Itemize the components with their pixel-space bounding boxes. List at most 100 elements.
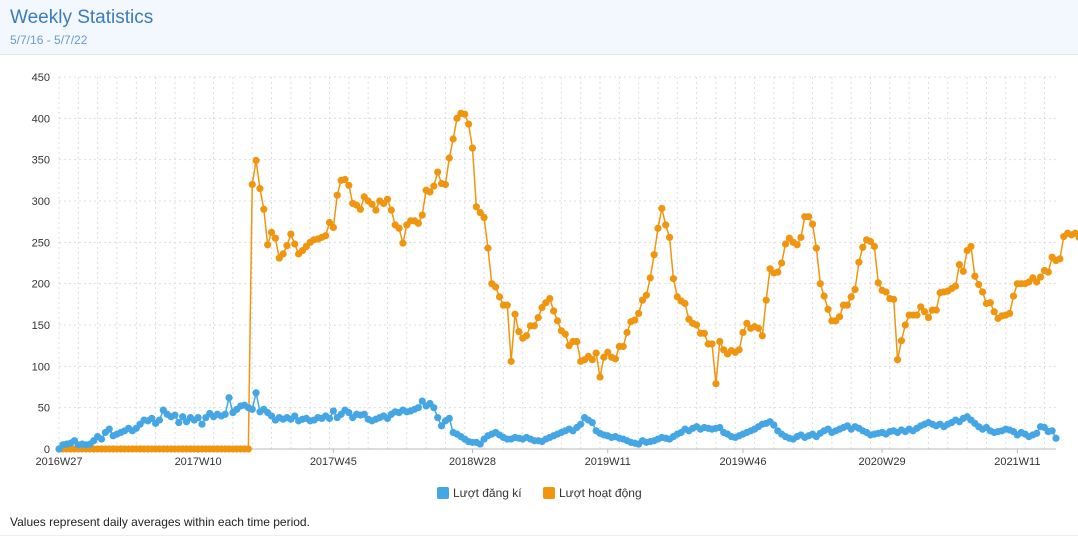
data-point: [758, 332, 766, 340]
data-point: [712, 380, 720, 388]
legend-label-activity: Lượt hoạt động: [559, 486, 642, 500]
data-point: [221, 410, 229, 418]
data-point: [515, 328, 523, 336]
footnote: Values represent daily averages within e…: [10, 515, 310, 529]
data-point: [399, 239, 407, 247]
y-tick-label: 100: [32, 361, 50, 373]
data-point: [619, 342, 627, 351]
data-point: [492, 283, 500, 291]
data-point: [638, 296, 647, 304]
data-point: [816, 280, 824, 288]
data-point: [635, 309, 643, 318]
data-point: [225, 394, 233, 402]
data-point: [847, 293, 855, 301]
data-point: [553, 317, 562, 325]
data-point: [530, 322, 538, 330]
data-point: [843, 301, 851, 309]
data-point: [441, 180, 450, 189]
data-point: [588, 356, 596, 364]
data-point: [329, 223, 337, 232]
data-point: [414, 404, 422, 412]
data-point: [105, 425, 113, 433]
data-point: [341, 175, 349, 184]
data-point: [1044, 268, 1052, 276]
data-point: [716, 337, 724, 346]
data-point: [577, 420, 585, 428]
y-tick-label: 150: [32, 320, 50, 332]
date-range: 5/7/16 - 5/7/22: [10, 33, 88, 47]
data-point: [495, 293, 504, 301]
data-point: [592, 349, 600, 357]
data-point: [588, 418, 596, 427]
data-point: [735, 346, 743, 354]
data-point: [97, 435, 106, 443]
data-point: [522, 332, 531, 340]
data-point: [561, 330, 569, 338]
data-point: [175, 418, 183, 427]
data-point: [395, 224, 403, 232]
data-point: [700, 329, 708, 337]
data-point: [924, 313, 933, 322]
data-point: [1033, 429, 1041, 437]
divider: [0, 535, 1078, 536]
weekly-statistics-chart: 0 50 100 150 200 250 300 350 400 450 2016W27 2017W1…: [32, 72, 1078, 500]
data-point: [252, 156, 260, 165]
y-tick-label: 0: [44, 444, 50, 456]
data-point: [472, 203, 480, 211]
x-tick-label: 2021W11: [994, 456, 1040, 468]
data-point: [267, 228, 276, 237]
data-point: [770, 421, 778, 429]
data-point: [870, 242, 878, 251]
data-point: [461, 110, 469, 118]
y-tick-label: 450: [32, 72, 50, 84]
data-point: [194, 413, 202, 422]
x-tick-label: 2020W29: [859, 456, 906, 468]
x-tick-label: 2017W10: [175, 456, 222, 468]
data-point: [990, 308, 998, 316]
data-point: [465, 120, 473, 128]
data-point: [445, 414, 453, 423]
data-point: [859, 243, 867, 251]
data-point: [291, 412, 299, 420]
data-point: [893, 356, 902, 364]
data-point: [372, 206, 380, 214]
data-point: [418, 397, 426, 405]
data-point: [951, 282, 960, 290]
data-point: [260, 205, 268, 213]
data-point: [256, 185, 264, 193]
data-point: [453, 114, 461, 122]
data-point: [198, 420, 206, 428]
data-point: [797, 233, 805, 241]
data-point: [387, 206, 395, 214]
y-tick-label: 350: [32, 155, 50, 167]
y-tick-label: 50: [38, 403, 50, 415]
data-point: [1048, 427, 1056, 435]
data-point: [743, 319, 751, 327]
x-tick-label: 2019W11: [585, 456, 631, 468]
data-point: [430, 182, 438, 190]
data-point: [329, 407, 337, 415]
data-point: [820, 292, 828, 300]
data-point: [897, 337, 906, 345]
data-point: [650, 251, 658, 259]
data-point: [978, 288, 987, 296]
data-point: [511, 310, 519, 318]
data-point: [600, 353, 608, 361]
data-point: [955, 261, 963, 269]
data-point: [550, 307, 558, 315]
data-point: [546, 294, 554, 303]
x-tick-label: 2017W45: [310, 456, 357, 468]
data-point: [155, 416, 164, 424]
data-point: [631, 316, 639, 324]
data-point: [890, 295, 898, 303]
data-point: [611, 355, 620, 363]
data-point: [345, 409, 353, 417]
data-point: [654, 224, 662, 232]
data-point: [967, 242, 975, 251]
legend-label-registrations: Lượt đăng kí: [453, 486, 522, 500]
data-point: [360, 410, 368, 418]
data-point: [669, 275, 678, 283]
data-point: [325, 414, 334, 423]
data-point: [434, 168, 442, 176]
data-point: [507, 357, 515, 365]
